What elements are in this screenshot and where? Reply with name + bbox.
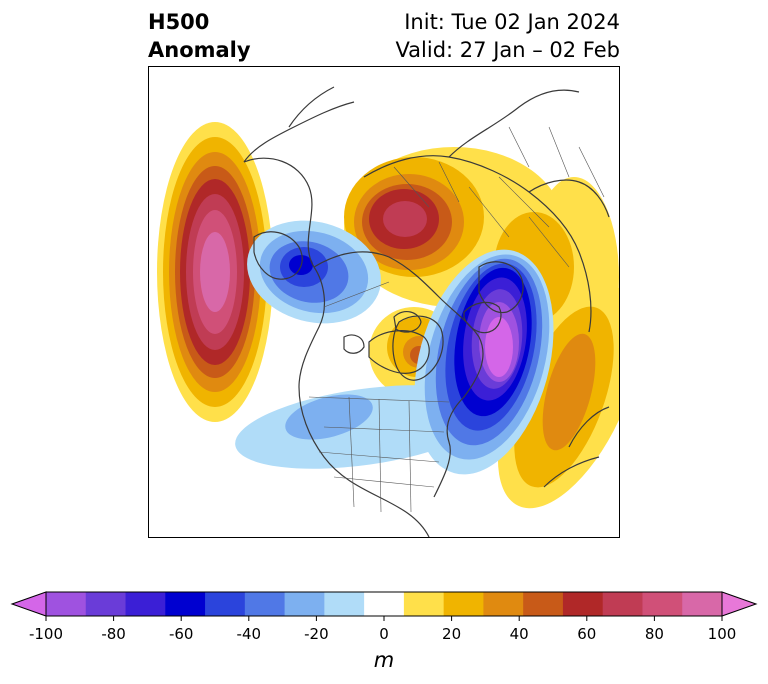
colorbar-tick-label: 80 xyxy=(644,625,664,643)
colorbar-cell xyxy=(483,592,524,616)
colorbar-tick-label: 0 xyxy=(379,625,389,643)
colorbar-cell xyxy=(642,592,683,616)
colorbar-tick-label: -40 xyxy=(236,625,262,643)
colorbar-cell xyxy=(682,592,723,616)
colorbar-ticks xyxy=(45,616,723,621)
colorbar-cells xyxy=(46,592,723,616)
colorbar-cell xyxy=(324,592,365,616)
map-title: H500 Anomaly xyxy=(148,8,251,64)
colorbar-cell xyxy=(602,592,643,616)
colorbar-tick-label: 40 xyxy=(509,625,529,643)
anomaly-map xyxy=(148,66,620,538)
colorbar-unit-label: m xyxy=(373,648,395,672)
colorbar-cell xyxy=(562,592,604,616)
colorbar-cell xyxy=(443,592,484,616)
colorbar-tick-label: -80 xyxy=(101,625,126,643)
positive-anomaly-pacific xyxy=(157,122,273,422)
title-line-1: H500 xyxy=(148,10,210,34)
colorbar-max-extend-arrow xyxy=(721,591,758,617)
valid-date: Valid: 27 Jan – 02 Feb xyxy=(395,38,620,62)
colorbar-tick-label: 100 xyxy=(707,625,737,643)
forecast-dates: Init: Tue 02 Jan 2024 Valid: 27 Jan – 02… xyxy=(395,8,620,64)
colorbar-tick-label: -60 xyxy=(168,625,194,643)
colorbar-cell xyxy=(85,592,127,616)
colorbar-tick-label: 60 xyxy=(577,625,597,643)
init-date: Init: Tue 02 Jan 2024 xyxy=(404,10,620,34)
colorbar xyxy=(10,591,758,621)
colorbar-cell xyxy=(523,592,564,616)
colorbar-min-extend-arrow xyxy=(10,591,47,617)
colorbar-cell xyxy=(364,592,405,616)
colorbar-cell xyxy=(403,592,445,616)
title-line-2: Anomaly xyxy=(148,38,251,62)
colorbar-cell xyxy=(46,592,87,616)
colorbar-cell xyxy=(244,592,286,616)
colorbar-tick-label: -20 xyxy=(304,625,329,643)
colorbar-cell xyxy=(125,592,166,616)
colorbar-tick-label: -100 xyxy=(28,625,64,643)
colorbar-cell xyxy=(205,592,246,616)
colorbar-cell xyxy=(284,592,325,616)
colorbar-cell xyxy=(165,592,206,616)
coastlines xyxy=(243,86,610,537)
country-borders xyxy=(308,126,605,513)
anomaly-map-svg xyxy=(157,86,619,537)
colorbar-tick-label: 20 xyxy=(442,625,462,643)
